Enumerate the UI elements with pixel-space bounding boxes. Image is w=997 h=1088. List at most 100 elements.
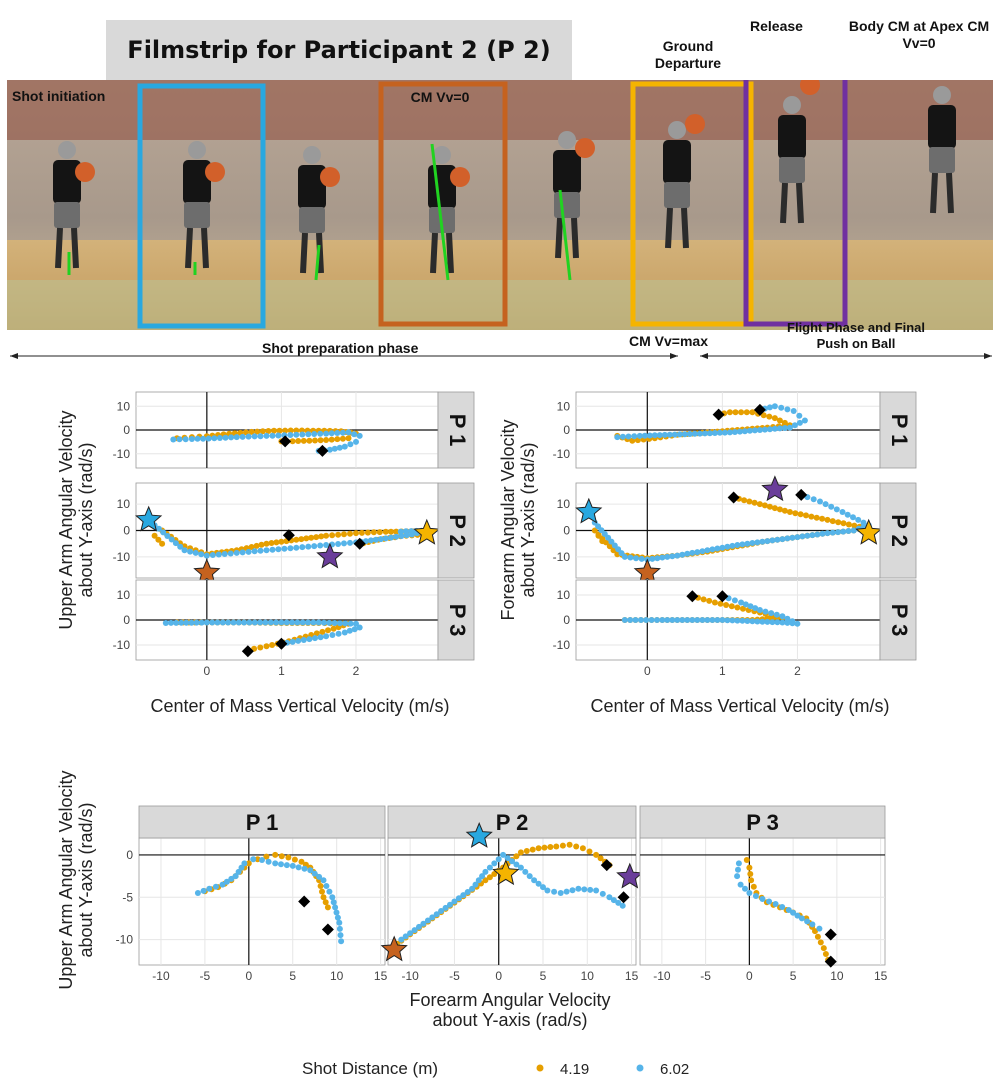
data-point xyxy=(764,618,771,625)
data-point xyxy=(259,428,266,435)
data-point xyxy=(455,895,462,902)
data-point xyxy=(735,866,741,873)
data-point xyxy=(321,619,327,626)
data-point xyxy=(734,604,741,611)
data-point xyxy=(319,628,326,635)
data-point xyxy=(689,617,696,623)
data-point xyxy=(593,887,600,894)
event-diamond-marker xyxy=(353,537,366,550)
y-tick-label: -10 xyxy=(116,933,134,947)
x-tick-label: 0 xyxy=(746,969,753,983)
data-point xyxy=(275,432,282,439)
data-point xyxy=(238,864,245,871)
data-point xyxy=(295,637,302,644)
data-point xyxy=(356,432,363,439)
data-point xyxy=(402,933,409,940)
filmstrip-figures xyxy=(53,80,956,274)
data-point xyxy=(216,435,223,441)
data-point xyxy=(336,444,343,451)
event-diamond-marker xyxy=(716,590,729,603)
data-point xyxy=(835,519,842,526)
data-point xyxy=(664,617,671,623)
x-tick-label: -10 xyxy=(653,969,671,983)
data-point xyxy=(254,428,261,435)
data-point xyxy=(762,608,769,615)
data-point xyxy=(737,881,744,888)
data-point xyxy=(739,541,746,548)
data-point xyxy=(721,429,728,436)
event-diamond-marker xyxy=(298,895,311,908)
event-diamond-marker xyxy=(712,408,725,421)
data-point xyxy=(364,529,371,536)
panel-p3: P 3 -10 -5 0 5 10 15 xyxy=(639,805,888,983)
data-point xyxy=(329,894,336,901)
data-point xyxy=(281,545,288,552)
data-point xyxy=(168,619,174,626)
panel-strip xyxy=(879,482,917,579)
y-tick-label: 10 xyxy=(117,497,131,511)
data-point xyxy=(301,865,308,872)
data-point xyxy=(822,951,829,957)
y-tick-label: -5 xyxy=(122,890,133,904)
data-point xyxy=(523,848,530,854)
data-point xyxy=(313,534,320,541)
data-point xyxy=(336,919,343,926)
data-point xyxy=(535,845,542,852)
data-point xyxy=(320,894,327,901)
x-tick-label: 0 xyxy=(644,664,651,678)
data-point xyxy=(776,506,783,513)
data-point xyxy=(764,538,771,545)
data-point xyxy=(293,431,300,438)
data-point xyxy=(198,619,205,626)
data-point xyxy=(433,911,440,918)
data-point xyxy=(656,432,663,439)
data-point xyxy=(294,619,301,626)
data-point xyxy=(162,620,169,626)
data-point xyxy=(316,873,323,880)
data-point xyxy=(646,432,653,439)
data-point xyxy=(420,920,427,927)
data-point xyxy=(257,644,264,651)
data-point xyxy=(575,885,582,892)
data-point xyxy=(779,904,786,910)
data-point xyxy=(784,535,791,542)
data-point xyxy=(691,430,698,437)
x-tick-label: 0 xyxy=(203,664,210,678)
data-point xyxy=(734,542,741,548)
data-point xyxy=(606,543,613,550)
data-point xyxy=(273,619,280,626)
data-point xyxy=(323,633,330,640)
data-point xyxy=(759,896,766,902)
data-point xyxy=(176,436,183,443)
data-point xyxy=(851,522,858,529)
data-point xyxy=(353,438,359,445)
panel-label: P 1 xyxy=(445,414,470,447)
data-point xyxy=(551,888,558,895)
data-point xyxy=(738,599,745,606)
data-point xyxy=(700,596,707,603)
x-axis-title: Forearm Angular Velocity about Y-axis (ra… xyxy=(409,990,610,1030)
data-point xyxy=(486,874,493,881)
data-point xyxy=(509,858,515,865)
data-point xyxy=(860,519,867,526)
data-point xyxy=(289,638,296,645)
data-point xyxy=(814,933,821,940)
data-point xyxy=(771,425,778,432)
data-point xyxy=(749,409,756,416)
data-point xyxy=(747,871,754,877)
data-point xyxy=(522,868,529,875)
data-point xyxy=(411,927,418,934)
data-point xyxy=(699,548,706,555)
data-point xyxy=(300,437,307,444)
data-point xyxy=(632,617,639,623)
data-point xyxy=(714,617,721,623)
data-point xyxy=(227,550,234,557)
label-flight-phase: Flight Phase and Final Push on Ball xyxy=(787,320,925,351)
data-point xyxy=(214,619,221,626)
player-figure xyxy=(183,141,225,269)
phase-star-marker xyxy=(855,518,883,545)
data-point xyxy=(729,542,736,549)
data-point xyxy=(495,856,502,863)
data-point xyxy=(305,543,312,550)
data-point xyxy=(706,430,713,437)
